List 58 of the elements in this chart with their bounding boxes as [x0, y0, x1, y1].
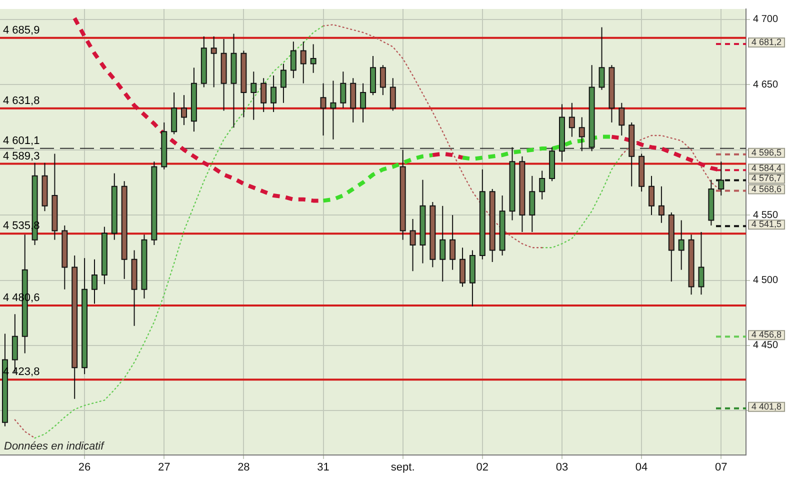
candlestick: [310, 44, 316, 74]
x-tick-label: 02: [476, 462, 489, 474]
ref-line-label: 4 541,5: [752, 219, 782, 230]
ref-line-label: 4 681,2: [752, 36, 782, 47]
candlestick: [300, 41, 306, 84]
candlestick: [92, 258, 98, 304]
candlestick: [410, 218, 416, 272]
candlestick: [390, 78, 396, 112]
candlestick: [440, 205, 446, 282]
candlestick: [648, 175, 654, 216]
x-tick-label: 04: [635, 462, 648, 474]
candlestick: [658, 186, 664, 224]
candlestick: [210, 36, 217, 88]
ref-line-label: 4 601,1: [3, 134, 40, 147]
candlestick: [360, 82, 366, 123]
candlestick: [270, 75, 277, 113]
candlestick: [460, 247, 466, 288]
ref-line-label: 4 576,7: [752, 173, 782, 184]
candlestick: [578, 116, 585, 152]
x-tick-label: 28: [238, 462, 250, 474]
candlestick: [450, 214, 456, 270]
y-tick-label: 4 700: [753, 14, 778, 26]
ref-line-label: 4 589,3: [3, 150, 40, 162]
annotation: Données en indicatif: [4, 440, 105, 453]
y-tick-label: 4 550: [753, 210, 778, 221]
x-tick-label: sept.: [390, 462, 415, 474]
candlestick: [181, 94, 187, 126]
ref-line-label: 4 685,9: [3, 24, 40, 36]
candlestick: [678, 220, 684, 270]
ref-line-label: 4 568,6: [752, 184, 782, 194]
candlestick: [260, 78, 267, 113]
ref-line-label: 4 596,5: [752, 147, 782, 158]
candlestick: [698, 232, 704, 296]
x-tick-label: 27: [158, 462, 170, 474]
candlestick: [529, 175, 536, 232]
x-tick-label: 03: [556, 462, 568, 474]
candlestick: [250, 71, 257, 120]
ref-line-label: 4 584,4: [752, 163, 782, 174]
candlestick: [618, 102, 625, 136]
y-tick-label: 4 450: [753, 340, 778, 352]
candlestick: [330, 80, 336, 140]
candlestick: [320, 82, 326, 136]
ref-line-label: 4 401,8: [752, 401, 782, 412]
candlestick: [340, 71, 346, 109]
x-tick-label: 31: [317, 462, 330, 474]
ref-line-label: 4 631,8: [3, 94, 40, 107]
candlestick: [539, 170, 546, 200]
x-tick-label: 07: [715, 462, 728, 474]
x-tick-label: 26: [78, 462, 91, 474]
ref-line-label: 4 456,8: [752, 330, 782, 340]
candlestick: [598, 26, 605, 90]
candlestick: [568, 102, 575, 138]
y-tick-label: 4 650: [753, 79, 778, 90]
candlestick: [171, 92, 178, 135]
candlestick: [290, 41, 296, 79]
y-tick-label: 4 500: [753, 275, 778, 286]
candlestick: [380, 64, 386, 96]
candlestick: [280, 63, 286, 104]
